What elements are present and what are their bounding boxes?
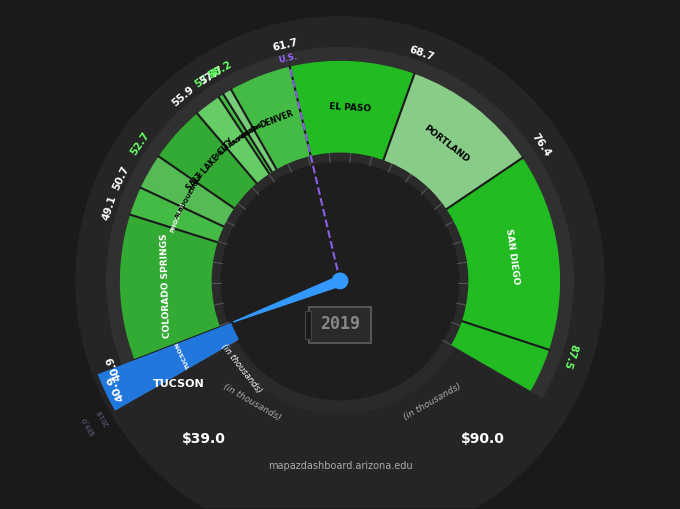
Wedge shape <box>197 97 270 184</box>
Wedge shape <box>107 48 573 398</box>
Text: 68.7: 68.7 <box>408 44 436 62</box>
Text: (in thousands): (in thousands) <box>222 382 282 422</box>
Text: LAS VEGAS: LAS VEGAS <box>228 122 264 147</box>
Circle shape <box>333 273 347 289</box>
Wedge shape <box>290 61 414 161</box>
FancyBboxPatch shape <box>305 310 311 339</box>
Text: 50.7: 50.7 <box>111 164 131 192</box>
Circle shape <box>76 17 604 509</box>
Wedge shape <box>219 94 273 175</box>
Text: (in thousands): (in thousands) <box>402 382 463 422</box>
Text: (in thousands): (in thousands) <box>219 343 263 395</box>
Text: 57.4: 57.4 <box>193 68 220 90</box>
Text: TUCSON: TUCSON <box>175 342 192 370</box>
Text: SAN ANTONIO: SAN ANTONIO <box>214 125 257 159</box>
Text: PHOENIX: PHOENIX <box>170 202 186 234</box>
Text: 40.9: 40.9 <box>105 374 126 403</box>
Wedge shape <box>223 90 277 173</box>
Text: 76.4: 76.4 <box>529 132 552 159</box>
Text: SALT LAKE CITY: SALT LAKE CITY <box>185 137 237 192</box>
Wedge shape <box>141 156 235 227</box>
Text: $39.0: $39.0 <box>81 416 96 436</box>
Wedge shape <box>98 323 239 411</box>
Text: $39.0: $39.0 <box>182 432 226 446</box>
Text: 40.9: 40.9 <box>105 354 123 382</box>
Wedge shape <box>135 327 229 391</box>
Wedge shape <box>383 74 522 210</box>
FancyBboxPatch shape <box>309 307 371 343</box>
Circle shape <box>208 149 472 413</box>
Wedge shape <box>446 158 560 350</box>
Wedge shape <box>231 67 311 170</box>
Text: mapazdashboard.arizona.edu: mapazdashboard.arizona.edu <box>268 461 412 471</box>
Text: $90.0: $90.0 <box>461 432 505 446</box>
Text: DENVER: DENVER <box>258 108 294 130</box>
Text: AUSTIN: AUSTIN <box>239 123 263 140</box>
Text: 57.7: 57.7 <box>198 65 225 87</box>
Wedge shape <box>120 215 221 360</box>
Text: EL PASO: EL PASO <box>328 102 371 113</box>
Wedge shape <box>158 114 257 209</box>
Text: SAN DIEGO: SAN DIEGO <box>504 229 521 286</box>
Text: 61.7: 61.7 <box>271 37 299 53</box>
Text: 55.9: 55.9 <box>170 84 196 109</box>
Wedge shape <box>451 321 549 391</box>
Text: ALBUQUERQUE: ALBUQUERQUE <box>173 171 205 219</box>
Text: 2018: 2018 <box>97 408 111 427</box>
Text: U.S.: U.S. <box>277 51 299 65</box>
Circle shape <box>212 153 468 409</box>
Polygon shape <box>233 276 342 322</box>
Wedge shape <box>130 188 224 242</box>
Text: 49.1: 49.1 <box>101 194 118 222</box>
Text: 52.7: 52.7 <box>129 130 152 157</box>
Text: PORTLAND: PORTLAND <box>422 123 471 164</box>
Text: TUCSON: TUCSON <box>153 379 205 389</box>
Circle shape <box>221 162 459 400</box>
Text: 87.5: 87.5 <box>561 343 579 371</box>
Text: COLORADO SPRINGS: COLORADO SPRINGS <box>160 234 172 338</box>
Text: 58.2: 58.2 <box>207 60 234 81</box>
Text: 2019: 2019 <box>320 315 360 333</box>
